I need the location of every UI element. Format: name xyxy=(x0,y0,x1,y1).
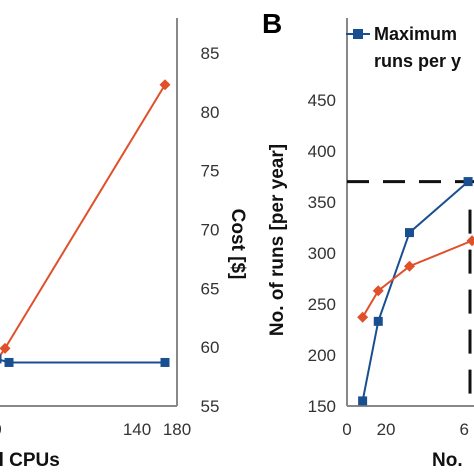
panel-b-series xyxy=(357,177,474,406)
panel-b: B 150 200 250 300 350 400 450 0 20 6 No. of runs… xyxy=(262,8,474,471)
panel-a-y-tick-label: 55 xyxy=(201,397,220,416)
panel-a-series-line xyxy=(0,358,165,364)
panel-b-point xyxy=(405,228,414,238)
panel-b-point xyxy=(463,177,473,187)
panel-b-y-ticks: 150 200 250 300 350 400 450 xyxy=(308,91,336,416)
panel-b-x-tick-label: 20 xyxy=(377,420,396,439)
panel-b-y-tick-label: 200 xyxy=(308,346,336,365)
panel-b-point xyxy=(372,285,384,297)
panel-a-y-tick-label: 80 xyxy=(201,103,220,122)
panel-b-point xyxy=(373,316,383,326)
panel-a-point xyxy=(160,357,170,367)
panel-b-point xyxy=(357,311,369,323)
panel-a-x-tick-label: 0 xyxy=(0,420,2,439)
panel-a-y-ticks: 55 60 65 70 75 80 85 xyxy=(201,44,220,416)
panel-a-point xyxy=(0,342,11,354)
panel-a-series-line xyxy=(0,84,166,358)
panel-a-x-tick-label: 180 xyxy=(163,420,191,439)
panel-b-x-tick-label: 0 xyxy=(342,420,351,439)
panel-b-series-line xyxy=(361,239,473,318)
panel-b-series-line xyxy=(361,180,469,402)
legend-square-marker xyxy=(353,29,363,39)
panel-a-point xyxy=(0,354,2,364)
panel-b-x-tick-label: 6 xyxy=(459,420,468,439)
legend-label-line2: runs per y xyxy=(374,51,461,71)
panel-a: 55 60 65 70 75 80 85 0 140 180 Cost [$] al CPUs xyxy=(0,18,248,471)
panel-b-legend: Maximum runs per y xyxy=(346,24,461,71)
panel-a-y-axis-title: Cost [$] xyxy=(227,209,248,280)
panel-a-x-axis-title: al CPUs xyxy=(0,450,60,471)
panel-b-point xyxy=(404,260,415,272)
panel-b-y-tick-label: 450 xyxy=(308,91,336,110)
panel-b-point xyxy=(466,235,474,247)
panel-b-y-tick-label: 250 xyxy=(308,295,336,314)
panel-a-x-ticks: 0 140 180 xyxy=(0,420,191,439)
panel-a-y-tick-label: 75 xyxy=(201,162,220,181)
panel-a-series xyxy=(0,79,171,367)
panel-b-dashed-lines xyxy=(347,180,474,406)
legend-label-line1: Maximum xyxy=(374,24,457,44)
panel-b-x-axis-title: No. xyxy=(432,450,463,471)
panel-b-y-tick-label: 150 xyxy=(308,397,336,416)
panel-a-y-tick-label: 60 xyxy=(201,338,220,357)
panel-b-y-axis-title: No. of runs [per year] xyxy=(267,144,288,336)
panel-b-x-ticks: 0 20 6 xyxy=(342,420,469,439)
panel-a-y-tick-label: 65 xyxy=(201,279,220,298)
panel-b-y-tick-label: 400 xyxy=(308,142,336,161)
panel-b-y-tick-label: 350 xyxy=(308,193,336,212)
panel-a-point xyxy=(4,357,14,367)
panel-b-letter: B xyxy=(262,8,282,39)
panel-a-y-tick-label: 70 xyxy=(201,221,220,240)
panel-a-point xyxy=(159,79,171,91)
panel-b-y-tick-label: 300 xyxy=(308,244,336,263)
panel-a-y-tick-label: 85 xyxy=(201,44,220,63)
panel-b-point xyxy=(358,396,368,406)
panel-a-x-tick-label: 140 xyxy=(123,420,151,439)
